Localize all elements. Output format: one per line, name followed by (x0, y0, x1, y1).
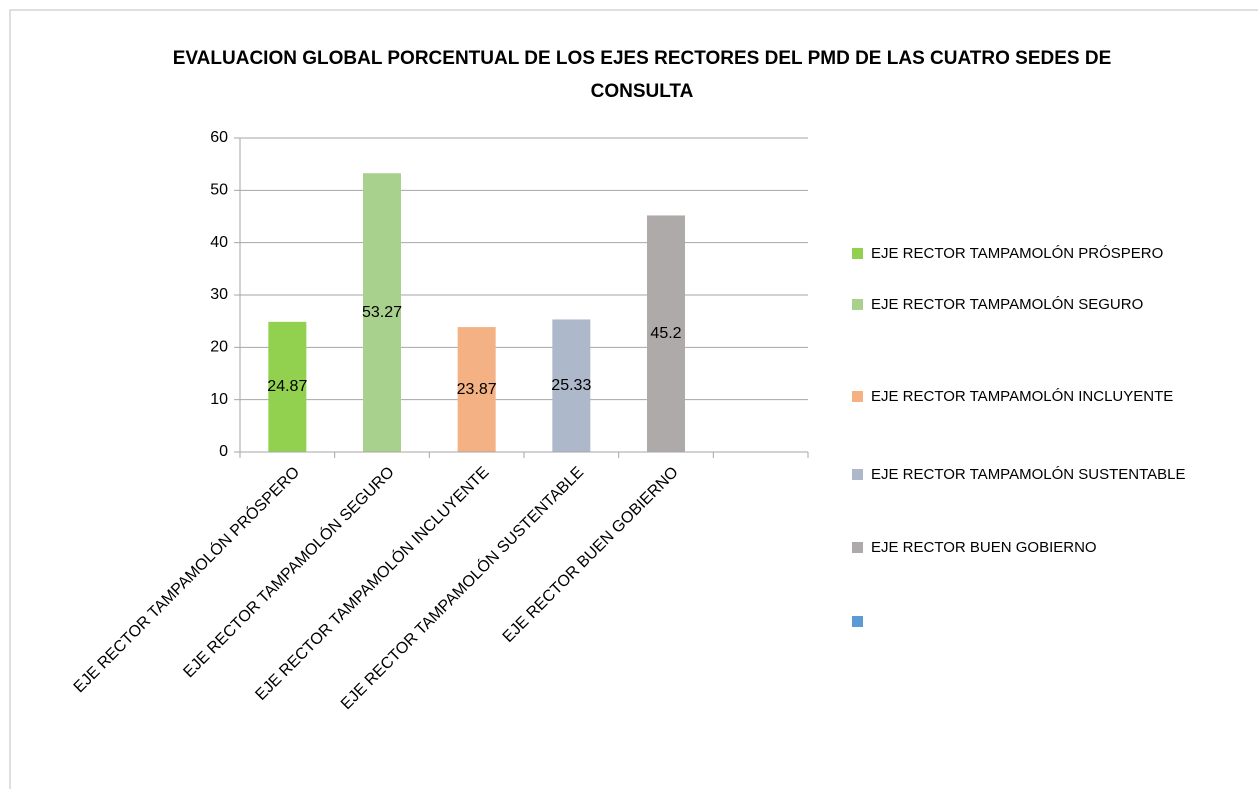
y-tick-label: 50 (210, 182, 228, 199)
x-tick-label: EJE RECTOR BUEN GOBIERNO (500, 464, 682, 646)
data-label: 53.27 (362, 304, 402, 321)
legend-label: EJE RECTOR BUEN GOBIERNO (871, 539, 1097, 556)
x-tick-label: EJE RECTOR TAMPAMOLÓN PRÓSPERO (69, 462, 303, 696)
legend-item: EJE RECTOR TAMPAMOLÓN INCLUYENTE (852, 385, 1192, 409)
data-label: 23.87 (457, 381, 497, 398)
legend-item: EJE RECTOR BUEN GOBIERNO (852, 536, 1192, 560)
legend-label: EJE RECTOR TAMPAMOLÓN SEGURO (871, 296, 1144, 313)
chart-frame (9, 9, 1258, 789)
y-tick-label: 20 (210, 339, 228, 356)
legend-swatch (852, 299, 863, 310)
y-tick-label: 30 (210, 286, 228, 303)
legend-item: EJE RECTOR TAMPAMOLÓN SEGURO (852, 293, 1192, 317)
bar (647, 215, 685, 452)
legend-item: EJE RECTOR TAMPAMOLÓN PRÓSPERO (852, 242, 1192, 266)
legend-label: EJE RECTOR TAMPAMOLÓN PRÓSPERO (871, 245, 1164, 262)
legend-label: EJE RECTOR TAMPAMOLÓN INCLUYENTE (871, 388, 1174, 405)
legend-swatch (852, 469, 863, 480)
y-tick-label: 40 (210, 234, 228, 251)
bar (457, 327, 496, 452)
x-tick-label: EJE RECTOR TAMPAMOLÓN SEGURO (179, 462, 398, 681)
y-tick-label: 10 (210, 391, 228, 408)
y-tick-label: 0 (219, 443, 228, 460)
legend-swatch (852, 616, 863, 627)
data-label: 24.87 (267, 378, 307, 395)
bar (268, 321, 307, 452)
y-tick-label: 60 (210, 129, 228, 146)
legend-item: EJE RECTOR TAMPAMOLÓN SUSTENTABLE (852, 463, 1192, 487)
legend-swatch (852, 391, 863, 402)
legend-item (852, 610, 1192, 627)
chart-title: EVALUACION GLOBAL PORCENTUAL DE LOS EJES… (172, 48, 1112, 102)
data-label: 45.2 (650, 325, 681, 342)
bar (552, 319, 591, 452)
legend-label: EJE RECTOR TAMPAMOLÓN SUSTENTABLE (871, 466, 1186, 483)
bar (363, 173, 401, 452)
legend-swatch (852, 248, 863, 259)
legend-swatch (852, 542, 863, 553)
data-label: 25.33 (551, 377, 591, 394)
